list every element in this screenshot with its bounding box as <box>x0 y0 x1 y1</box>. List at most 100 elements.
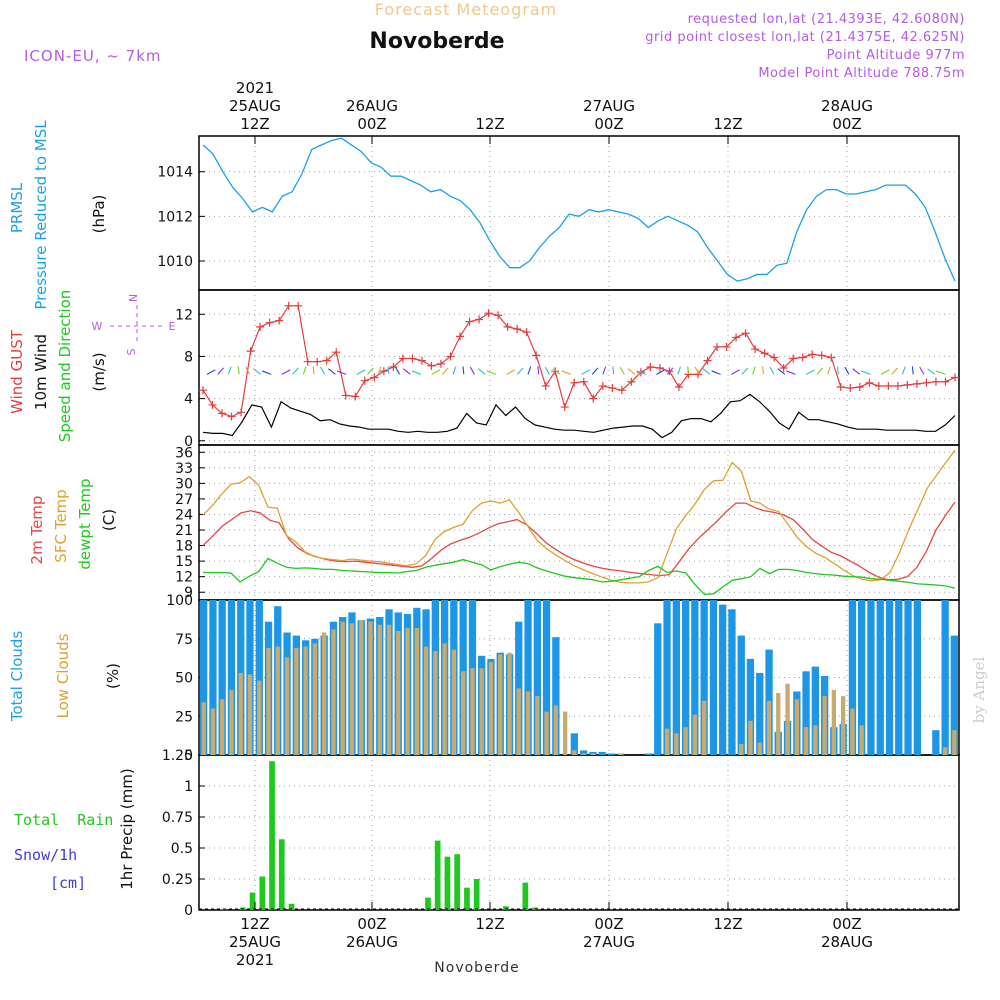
low-cloud-bar <box>739 744 744 755</box>
cloud-units: (%) <box>104 663 122 689</box>
total-cloud-bar <box>848 600 857 755</box>
gust-marker <box>456 332 465 341</box>
bottom-time-label: 00Z <box>594 915 623 933</box>
ytick-label: 30 <box>175 476 193 492</box>
temp-side-labels: 2m Temp SFC Temp dewpt Temp (C) <box>28 478 118 569</box>
total-cloud-bar <box>644 753 653 755</box>
low-cloud-bar <box>470 668 475 755</box>
gust-marker <box>484 309 493 318</box>
low-cloud-bar <box>220 699 225 755</box>
gust-marker <box>655 364 664 373</box>
total-cloud-bar <box>607 753 616 755</box>
snow-label: Snow/1h <box>14 846 77 864</box>
gust-marker <box>475 315 484 324</box>
gust-marker <box>598 381 607 390</box>
total-cloud-bar <box>663 600 671 755</box>
total-cloud-bar <box>598 751 606 755</box>
gust-marker <box>951 373 959 382</box>
wind-arrow <box>619 366 625 375</box>
wind-arrow <box>206 369 216 375</box>
gust-marker <box>513 325 522 334</box>
model-point-altitude: Model Point Altitude 788.75m <box>758 66 965 81</box>
low-cloud-bar <box>544 711 549 755</box>
total-cloud-bar <box>209 600 217 755</box>
wind-arrow <box>261 370 272 375</box>
wind-units: (m/s) <box>90 352 108 391</box>
total-cloud-bar <box>895 600 903 755</box>
sfc-temp-line <box>202 449 956 584</box>
ytick-label: 12 <box>175 307 193 323</box>
low-cloud-bar <box>516 688 521 755</box>
rain-bar <box>425 897 431 910</box>
precip-side-labels: Total Rain Snow/1h [cm] 1hr Precip (mm) <box>14 768 136 892</box>
rain-bar <box>522 882 529 910</box>
gust-marker <box>646 362 655 371</box>
low-cloud-bar <box>303 646 308 755</box>
low-cloud-bar <box>498 654 503 756</box>
wind-arrow <box>561 370 571 375</box>
low-cloud-bar <box>748 720 753 755</box>
low-cloud-bar <box>943 747 948 756</box>
gust-marker <box>551 367 560 376</box>
wind-arrow <box>516 367 524 375</box>
wind-arrow <box>544 366 550 375</box>
low-cloud-bar <box>386 624 392 755</box>
wind-arrow <box>486 370 497 375</box>
rain-bar <box>269 761 275 910</box>
low-cloud-bar <box>664 728 670 755</box>
low-cloud-bar <box>359 620 364 755</box>
wind-arrow <box>227 366 232 375</box>
gust-marker <box>341 391 350 400</box>
total-cloud-bar <box>885 600 894 755</box>
bottom-time-label: 26AUG <box>346 933 398 951</box>
top-time-label: 27AUG <box>583 97 635 115</box>
compass-rose: N S W E <box>92 294 176 356</box>
low-cloud-bar <box>535 696 540 755</box>
gust-marker <box>732 333 741 342</box>
ytick-label: 1010 <box>157 254 193 270</box>
ytick-label: 8 <box>184 349 193 365</box>
gust-marker <box>246 347 255 356</box>
wind-arrow <box>891 367 899 375</box>
ytick-label: 21 <box>175 523 193 539</box>
total-cloud-bar <box>728 609 736 755</box>
bottom-time-label: 25AUG <box>229 933 281 951</box>
gust-marker <box>208 400 217 409</box>
wind-dir-label: Speed and Direction <box>56 290 74 443</box>
low-cloud-bar <box>340 621 345 755</box>
low-cloud-bar <box>702 700 707 756</box>
gust-marker <box>218 409 227 418</box>
ytick-label: 100 <box>166 593 193 609</box>
gust-marker <box>436 359 445 368</box>
compass-south: S <box>125 348 138 355</box>
wind-arrow <box>431 369 441 375</box>
ytick-label: 1012 <box>157 209 193 225</box>
low-cloud-bar <box>247 674 253 755</box>
rain-bars <box>220 761 538 910</box>
wind-arrow <box>441 367 449 375</box>
ytick-label: 0.25 <box>162 872 193 888</box>
wind-arrow <box>477 368 486 375</box>
wind-arrow <box>253 368 261 375</box>
bottom-time-label: 12Z <box>713 915 742 933</box>
rain-bar <box>278 839 285 910</box>
ytick-label: 0 <box>184 748 193 764</box>
gust-marker <box>817 351 826 360</box>
gust-marker <box>617 386 626 395</box>
low-cloud-bar <box>674 733 679 755</box>
gust-marker <box>313 357 322 366</box>
total-cloud-bar <box>913 600 921 755</box>
gust-marker <box>417 356 426 365</box>
low-cloud-bar <box>451 649 456 755</box>
low-cloud-bar <box>294 648 299 755</box>
low-clouds-label: Low Clouds <box>54 633 72 718</box>
gust-marker <box>751 345 760 354</box>
t2m-label: 2m Temp <box>28 496 46 565</box>
wind-arrow <box>411 370 422 375</box>
total-cloud-bar <box>719 604 727 755</box>
wind-arrow <box>602 366 607 375</box>
total-cloud-bar <box>700 600 708 755</box>
low-cloud-bar <box>841 696 846 755</box>
